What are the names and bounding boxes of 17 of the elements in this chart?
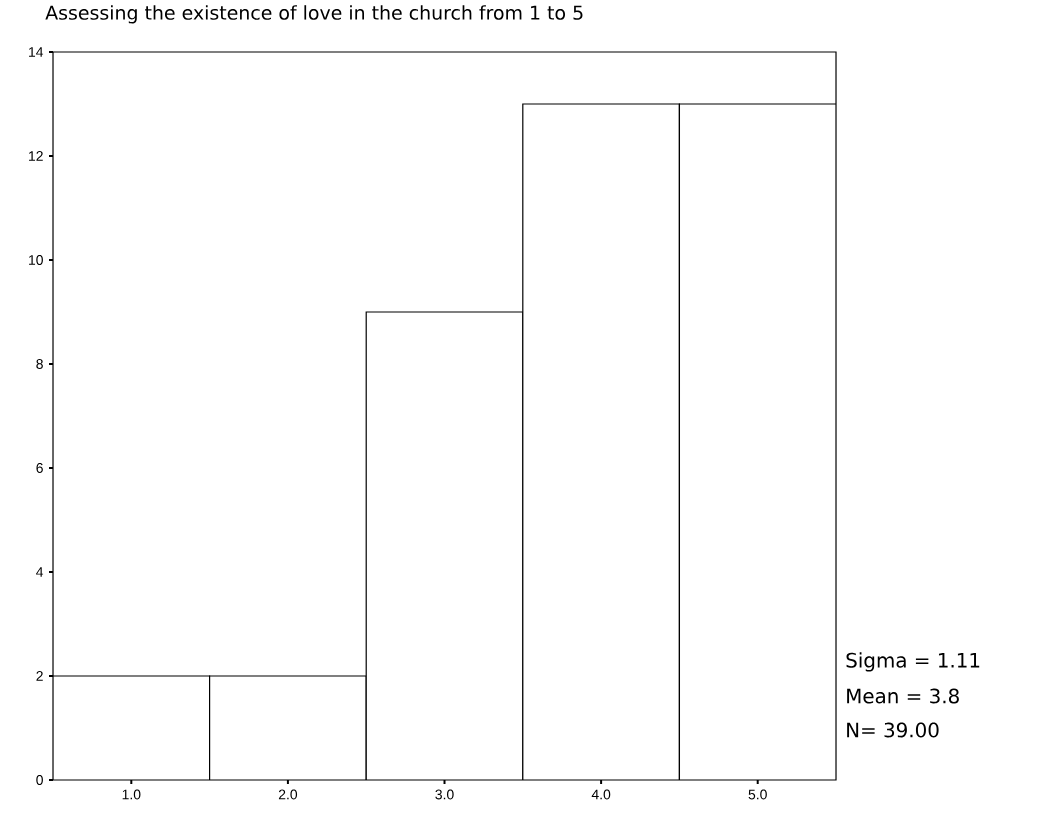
y-tick-label: 8: [36, 359, 43, 369]
x-tick-label: 5.0: [748, 789, 767, 800]
x-tick-label: 2.0: [278, 789, 298, 800]
x-tick-label: 4.0: [591, 789, 611, 800]
text: N= 39.00: [847, 722, 939, 738]
y-tick-label: 4: [36, 567, 44, 577]
y-tick-label: 12: [29, 151, 43, 161]
text: Sigma = 1.11: [846, 652, 980, 672]
y-tick-label: 0: [36, 775, 43, 785]
y-tick-label: 6: [36, 463, 43, 473]
y-tick-label: 10: [29, 255, 43, 265]
text: Mean = 3.8: [847, 688, 959, 704]
chart-title: Assessing the existence of love in the church from 1 to 5: [45, 5, 583, 24]
y-tick-label: 2: [36, 671, 43, 681]
y-tick-label: 14: [29, 47, 44, 57]
x-tick-label: 1.0: [122, 789, 141, 800]
x-tick-label: 3.0: [435, 789, 454, 800]
